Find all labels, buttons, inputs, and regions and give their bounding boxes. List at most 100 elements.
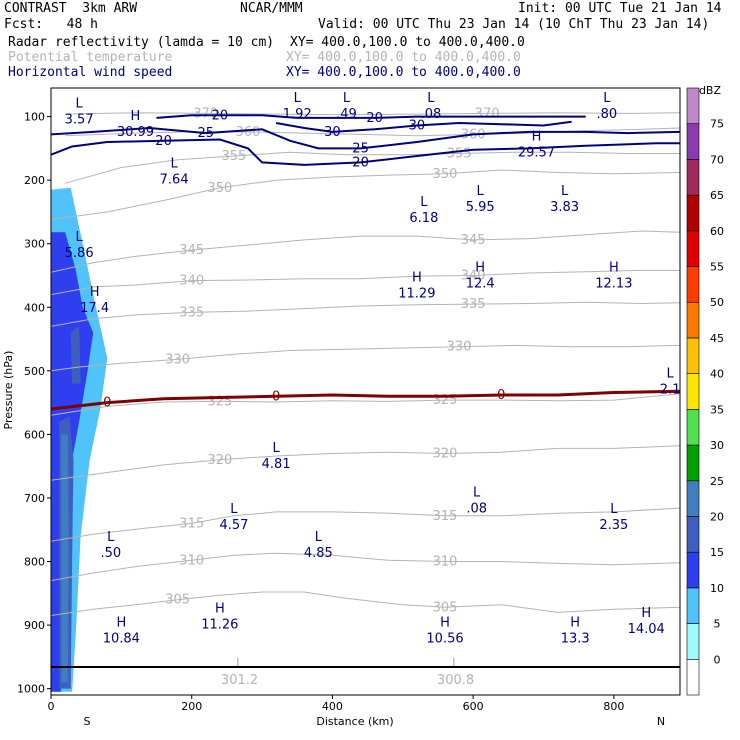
extremum-17-value: 4.81 xyxy=(262,457,291,472)
field-2-name: Potential temperature xyxy=(8,50,173,65)
theta-label-315-0: 315 xyxy=(179,516,204,531)
colorbar-title: dBZ xyxy=(699,84,722,97)
x-axis-label: Distance (km) xyxy=(316,715,393,728)
extremum-15-value: 12.13 xyxy=(595,276,632,291)
extremum-20-type: L xyxy=(610,502,618,517)
colorbar-swatch-16 xyxy=(686,87,700,125)
extremum-27-value: 14.04 xyxy=(628,622,665,637)
y-tick-label-500: 500 xyxy=(24,365,45,378)
colorbar-swatch-15 xyxy=(686,123,700,160)
theta-contour-360 xyxy=(65,127,680,137)
y-tick-label-900: 900 xyxy=(24,619,45,632)
x-tick-label-800: 800 xyxy=(603,700,624,713)
extrema-layer: L3.57 H30.99L1.92L.49L.08L.80H29.57L7.64L… xyxy=(65,91,681,688)
y-tick-label-100: 100 xyxy=(24,111,45,124)
theta-contour-305 xyxy=(51,591,680,616)
extremum-5-value: .80 xyxy=(596,107,617,122)
colorbar-label-55: 55 xyxy=(710,261,724,274)
extremum-15-type: H xyxy=(609,260,619,275)
extremum-29-type: L xyxy=(452,657,460,672)
extremum-10-type: L xyxy=(561,184,569,199)
colorbar-swatch-10 xyxy=(686,301,700,339)
freezing-level-line xyxy=(51,389,680,411)
extremum-21-value: .50 xyxy=(100,546,121,561)
y-tick-label-300: 300 xyxy=(24,238,45,251)
field-1-xy: XY= 400.0,100.0 to 400.0,400.0 xyxy=(290,35,525,50)
x-tick-label-600: 600 xyxy=(463,700,484,713)
colorbar-label-10: 10 xyxy=(710,582,724,595)
y-tick-label-600: 600 xyxy=(24,428,45,441)
colorbar-swatch-13 xyxy=(686,194,700,232)
extremum-6-type: H xyxy=(532,129,542,144)
colorbar-label-5: 5 xyxy=(714,618,721,631)
extremum-0-type: L xyxy=(76,96,84,111)
extremum-4-type: L xyxy=(427,91,435,106)
colorbar-label-75: 75 xyxy=(710,118,724,131)
extremum-9-value: 5.95 xyxy=(466,200,495,215)
theta-label-310-1: 310 xyxy=(433,555,458,570)
extremum-25-value: 10.56 xyxy=(426,632,463,647)
colorbar-label-15: 15 xyxy=(710,546,724,559)
colorbar-label-30: 30 xyxy=(710,439,724,452)
theta-contour-325 xyxy=(51,393,680,416)
extremum-23-type: H xyxy=(215,602,225,617)
wind-label-2-1: 30 xyxy=(409,119,426,134)
init-time: Init: 00 UTC Tue 21 Jan 14 xyxy=(518,1,722,16)
theta-label-330-0: 330 xyxy=(165,352,190,367)
theta-label-345-1: 345 xyxy=(461,233,486,248)
theta-label-335-0: 335 xyxy=(179,305,204,320)
extremum-16-value: 2.1 xyxy=(660,382,681,397)
freezing-label-0: 0 xyxy=(103,396,111,411)
theta-label-345-0: 345 xyxy=(179,243,204,258)
theta-contour-335 xyxy=(51,301,680,327)
theta-label-355-0: 355 xyxy=(222,149,247,164)
extremum-0-value: 3.57 xyxy=(65,112,94,127)
extremum-28-type: L xyxy=(236,657,244,672)
extremum-7-type: L xyxy=(171,157,179,172)
extremum-11-type: L xyxy=(76,230,84,245)
extremum-6-value: 29.57 xyxy=(518,145,555,160)
colorbar-label-20: 20 xyxy=(710,510,724,523)
plot-frame xyxy=(50,87,681,696)
x-end-label-left: S xyxy=(84,715,91,728)
extremum-14-type: H xyxy=(475,260,485,275)
wind-label-3-1: 20 xyxy=(366,111,383,126)
organization: NCAR/MMM xyxy=(240,1,303,16)
colorbar-label-70: 70 xyxy=(710,153,724,166)
extremum-16-type: L xyxy=(667,366,675,381)
extremum-2-value: 1.92 xyxy=(283,107,312,122)
extremum-11-value: 5.86 xyxy=(65,246,94,261)
extremum-22-value: 4.85 xyxy=(304,546,333,561)
y-tick-label-400: 400 xyxy=(24,301,45,314)
colorbar-swatch-2 xyxy=(686,587,700,624)
reflectivity-area-4 xyxy=(60,434,69,683)
extremum-14-value: 12.4 xyxy=(466,276,495,291)
extremum-27-type: H xyxy=(641,606,651,621)
extremum-3-type: L xyxy=(343,91,351,106)
freezing-layer: 0 0 0 xyxy=(51,388,680,411)
extremum-29-value: 300.8 xyxy=(437,673,474,688)
theta-label-320-1: 320 xyxy=(433,446,458,461)
extremum-23-value: 11.26 xyxy=(201,618,238,633)
field-3-name: Horizontal wind speed xyxy=(8,65,173,80)
colorbar-swatch-1 xyxy=(686,623,700,660)
y-tick-label-1000: 1000 xyxy=(17,683,45,696)
extremum-13-type: H xyxy=(412,270,422,285)
extremum-17-type: L xyxy=(273,441,281,456)
extremum-8-value: 6.18 xyxy=(409,211,438,226)
theta-label-320-0: 320 xyxy=(207,453,232,468)
theta-label-335-1: 335 xyxy=(461,297,486,312)
extremum-28-value: 301.2 xyxy=(221,673,258,688)
theta-label-305-0: 305 xyxy=(165,593,190,608)
extremum-18-type: L xyxy=(473,485,481,500)
theta-label-340-1: 340 xyxy=(461,269,486,284)
freezing-label-2: 0 xyxy=(497,388,505,403)
theta-label-305-1: 305 xyxy=(433,600,458,615)
y-tick-label-700: 700 xyxy=(24,492,45,505)
extremum-7-value: 7.64 xyxy=(160,173,189,188)
wind-contour-0 xyxy=(51,138,680,166)
extremum-18-value: .08 xyxy=(466,501,487,516)
extremum-1-value: 30.99 xyxy=(117,125,154,140)
extremum-19-type: L xyxy=(230,502,238,517)
colorbar-swatch-4 xyxy=(686,516,700,553)
